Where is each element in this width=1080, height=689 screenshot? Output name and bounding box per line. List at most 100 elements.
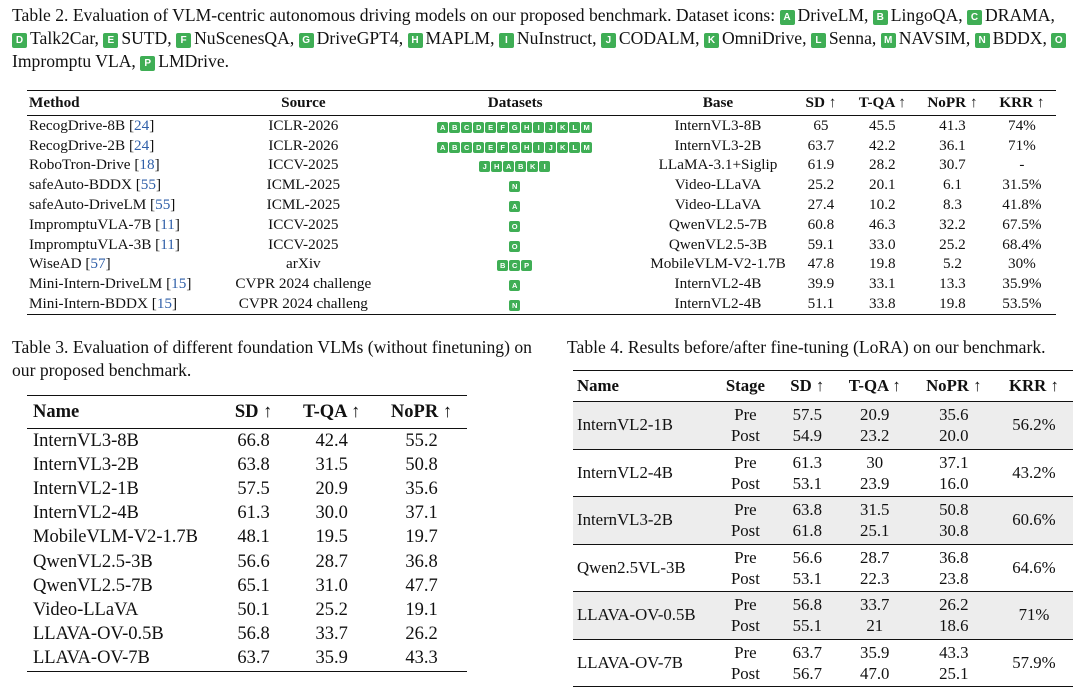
krr-cell: 31.5% [1002, 176, 1042, 194]
dataset-icon-legend-item: J CODALM [600, 28, 695, 48]
dataset-badge-icon: A [509, 201, 521, 213]
sd-cell-pre: 63.8 [792, 500, 822, 520]
name-cell: QwenVL2.5-3B [33, 551, 153, 572]
citation-link[interactable]: 55 [140, 176, 156, 194]
table-row: safeAuto-DriveLM [55] ICML-2025 A Video-LLa… [27, 195, 1056, 215]
sd-cell: 57.5 54.9 [778, 402, 837, 450]
nopr-cell-post: 20.0 [939, 426, 969, 446]
dataset-name: NuScenesQA [194, 28, 290, 48]
sd-cell: 51.1 [807, 295, 835, 313]
citation-link[interactable]: 15 [156, 295, 172, 313]
source-cell: ICCV-2025 [268, 215, 339, 233]
cite-open: [ [81, 255, 91, 273]
source-cell: ICLR-2026 [268, 116, 339, 134]
nopr-cell-post: 16.0 [939, 473, 969, 493]
sd-cell-post: 55.1 [792, 616, 822, 636]
nopr-cell-post: 30.8 [939, 521, 969, 541]
base-cell: MobileVLM-V2-1.7B [650, 255, 786, 273]
dataset-badge-icon: D [473, 141, 485, 153]
dataset-badge-icon: J [600, 33, 616, 48]
base-cell: InternVL3-2B [674, 136, 762, 154]
cite-close: ] [154, 156, 160, 174]
nopr-cell: 37.1 16.0 [913, 449, 995, 497]
krr-cell: 41.8% [1002, 196, 1042, 214]
table4-body: InternVL2-1B Pre Post 57.5 54.9 20.9 23.2 35.6 2… [573, 401, 1073, 687]
tqa-cell: 25.2 [315, 599, 348, 620]
nopr-cell: 8.3 [942, 196, 962, 214]
sd-cell-post: 56.7 [792, 663, 822, 683]
citation-link[interactable]: 55 [155, 196, 171, 214]
sd-cell: 56.8 [237, 624, 270, 645]
base-cell: InternVL2-4B [674, 275, 762, 293]
dataset-badge-icon: M [880, 33, 896, 48]
citation-link[interactable]: 15 [171, 275, 187, 293]
dataset-icon-legend-item: E SUTD [103, 28, 167, 48]
citation-link[interactable]: 18 [139, 156, 155, 174]
tqa-cell: 35.9 [315, 648, 348, 669]
separator: , [490, 28, 499, 48]
dataset-badge-icon: C [461, 141, 473, 153]
separator: , [398, 28, 408, 48]
dataset-badge-icon: G [509, 121, 521, 133]
stage-cell: Pre Post [713, 592, 778, 640]
table-row: InternVL2-1B Pre Post 57.5 54.9 20.9 23.2 35.6 2… [573, 401, 1073, 450]
cite-open: [ [147, 295, 157, 313]
dataset-badge-icon: D [473, 121, 485, 133]
stage-cell-post: Post [730, 568, 760, 588]
cite-open: [ [131, 176, 141, 194]
base-cell: InternVL3-8B [674, 116, 762, 134]
sd-cell: 27.4 [807, 196, 835, 214]
krr-cell: 60.6% [1012, 510, 1056, 530]
dataset-badge-icon: K [703, 33, 719, 48]
nopr-cell: 35.6 [405, 478, 438, 499]
dataset-badge-icon: E [103, 33, 119, 48]
stage-cell: Pre Post [713, 497, 778, 545]
tqa-cell-pre: 33.7 [860, 595, 890, 615]
table4: Name Stage SD ↑ T-QA ↑ NoPR ↑ KRR ↑ Inte… [573, 370, 1073, 687]
dataset-name: DriveLM [797, 5, 864, 25]
cite-close: ] [174, 235, 180, 253]
table2-caption-prefix: Table 2. Evaluation of VLM-centric auton… [12, 5, 780, 25]
stage-cell-pre: Pre [734, 595, 757, 615]
separator: , [863, 5, 873, 25]
stage-cell-post: Post [730, 521, 760, 541]
dataset-badge-icon: M [581, 141, 593, 153]
sd-cell: 56.6 [237, 551, 270, 572]
citation-link[interactable]: 57 [90, 255, 106, 273]
source-cell: ICML-2025 [266, 196, 341, 214]
method-cell: safeAuto-DriveLM [55] [27, 195, 218, 215]
method-name: RecogDrive-8B [29, 116, 126, 134]
sd-cell: 65 [813, 116, 829, 134]
header-tqa: T-QA ↑ [302, 401, 361, 422]
separator: , [1050, 5, 1055, 25]
citation-link[interactable]: 24 [134, 116, 150, 134]
citation-link[interactable]: 11 [160, 235, 175, 253]
table-row: LLAVA-OV-0.5B 56.8 33.7 26.2 [27, 623, 467, 647]
citation-link[interactable]: 24 [134, 136, 150, 154]
tqa-cell: 28.7 22.3 [837, 544, 913, 592]
stage-cell-post: Post [730, 663, 760, 683]
dataset-badge-icon: O [509, 220, 521, 232]
header-krr: KRR ↑ [1009, 376, 1059, 395]
dataset-name: Talk2Car [30, 28, 95, 48]
table-row: Video-LLaVA 50.1 25.2 19.1 [27, 598, 467, 622]
method-cell: RoboTron-Drive [18] [27, 156, 218, 176]
method-name: RecogDrive-2B [29, 136, 126, 154]
dataset-badge-icon: G [509, 141, 521, 153]
dataset-badge-icon: L [569, 141, 581, 153]
dataset-badge-icon: F [497, 121, 509, 133]
dataset-badge-icon: J [545, 121, 557, 133]
table-row: LLAVA-OV-0.5B Pre Post 56.8 55.1 33.7 21 26.2 18… [573, 591, 1073, 640]
citation-link[interactable]: 11 [160, 215, 175, 233]
base-cell: QwenVL2.5-3B [668, 235, 768, 253]
dataset-badge-icon: B [449, 121, 461, 133]
stage-cell-pre: Pre [734, 500, 757, 520]
cite-open: [ [146, 196, 156, 214]
nopr-cell: 32.2 [939, 215, 966, 233]
dataset-name: MAPLM [425, 28, 491, 48]
method-name: Mini-Intern-DriveLM [29, 275, 163, 293]
dataset-badge-icon: K [557, 121, 569, 133]
source-cell: ICCV-2025 [268, 156, 339, 174]
method-cell: ImpromptuVLA-3B [11] [27, 235, 218, 255]
